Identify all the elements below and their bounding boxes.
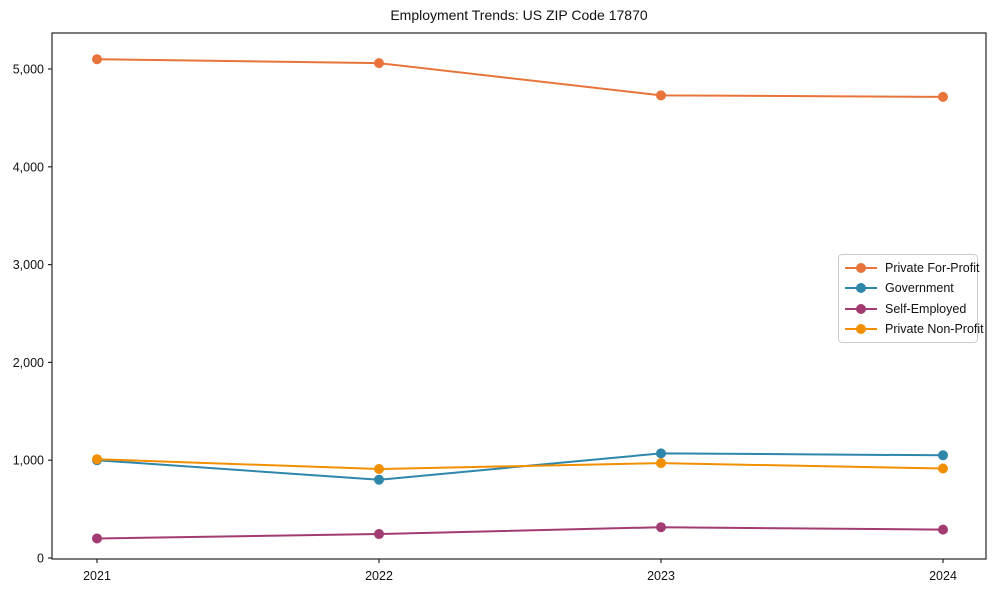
legend-label: Private For-Profit bbox=[885, 261, 980, 276]
data-point-private-non-profit bbox=[938, 463, 948, 474]
data-point-self-employed bbox=[938, 524, 948, 535]
series-line-private-for-profit bbox=[96, 58, 944, 98]
series-line-self-employed bbox=[96, 526, 944, 540]
chart-title: Employment Trends: US ZIP Code 17870 bbox=[390, 7, 648, 23]
legend-item-private-non-profit: Private Non-Profit bbox=[845, 319, 984, 339]
data-point-private-for-profit bbox=[656, 90, 666, 101]
data-point-private-for-profit bbox=[92, 54, 102, 65]
x-tick-label: 2022 bbox=[365, 569, 393, 583]
x-tick-label: 2024 bbox=[929, 569, 957, 583]
y-tick-label: 4,000 bbox=[13, 160, 44, 174]
data-point-private-for-profit bbox=[374, 58, 384, 69]
data-point-private-non-profit bbox=[374, 464, 384, 475]
y-tick-label: 2,000 bbox=[13, 356, 44, 370]
legend-item-government: Government bbox=[845, 278, 977, 298]
legend-item-self-employed: Self-Employed bbox=[845, 299, 977, 319]
y-tick-label: 5,000 bbox=[13, 63, 44, 77]
legend-label: Self-Employed bbox=[885, 301, 967, 316]
data-point-self-employed bbox=[656, 522, 666, 533]
data-point-private-non-profit bbox=[656, 458, 666, 469]
y-tick-label: 1,000 bbox=[13, 454, 44, 468]
data-point-government bbox=[374, 474, 384, 485]
x-tick-label: 2023 bbox=[647, 569, 675, 583]
line-dot-marker-icon bbox=[845, 323, 877, 334]
line-dot-marker-icon bbox=[845, 303, 877, 314]
data-point-self-employed bbox=[92, 533, 102, 544]
line-dot-marker-icon bbox=[845, 263, 877, 274]
data-point-self-employed bbox=[374, 529, 384, 540]
data-point-government bbox=[938, 450, 948, 461]
line-dot-marker-icon bbox=[845, 283, 877, 294]
data-point-government bbox=[656, 448, 666, 459]
y-tick-label: 3,000 bbox=[13, 258, 44, 272]
series-line-private-non-profit bbox=[96, 458, 944, 471]
plot-border bbox=[51, 32, 987, 560]
legend-item-private-for-profit: Private For-Profit bbox=[845, 258, 980, 278]
legend-label: Private Non-Profit bbox=[885, 321, 984, 336]
data-point-private-non-profit bbox=[92, 454, 102, 465]
data-point-private-for-profit bbox=[938, 91, 948, 102]
legend-label: Government bbox=[885, 281, 954, 296]
x-tick-label: 2021 bbox=[83, 569, 111, 583]
y-tick-label: 0 bbox=[37, 552, 44, 566]
legend: Private For-Profit Government Self-Emplo… bbox=[838, 254, 984, 343]
